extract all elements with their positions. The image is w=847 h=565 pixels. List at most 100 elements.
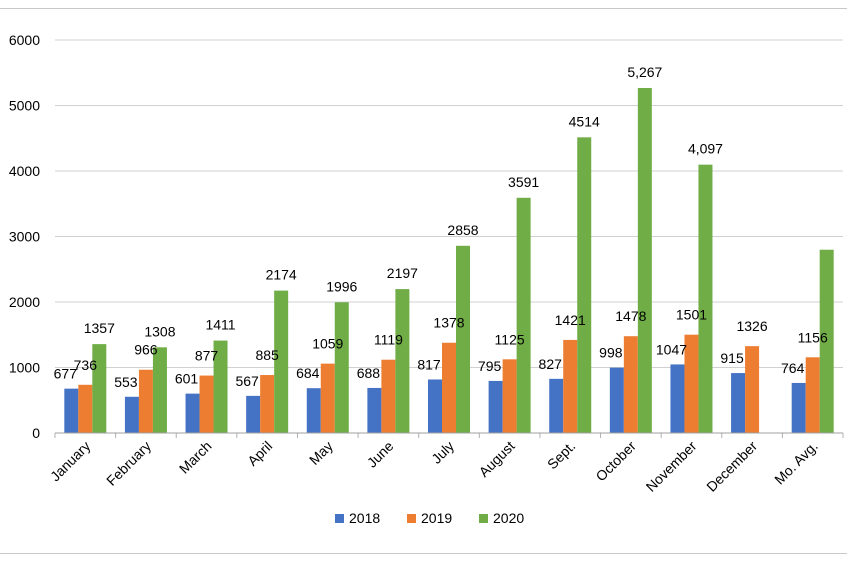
bar-2020-6 [456, 245, 470, 433]
data-label-2020-2: 1411 [205, 317, 235, 333]
data-label-2020-1: 1308 [144, 323, 175, 339]
data-label-2019-5: 1119 [374, 332, 403, 348]
bar-2019-0 [78, 384, 93, 433]
data-label-2020-10: 4,097 [688, 141, 723, 157]
x-tick-label: Sept. [544, 438, 578, 472]
y-tick-label: 2000 [9, 294, 40, 310]
bar-2018-2 [185, 393, 200, 433]
data-label-2020-9: 5,267 [627, 64, 662, 80]
bar-2020-7 [516, 197, 531, 433]
bar-2019-1 [138, 369, 153, 433]
legend: 2018 2019 2020 [335, 510, 524, 526]
data-label-2018-6: 817 [417, 356, 441, 372]
y-tick-label: 1000 [9, 360, 40, 376]
x-tick-label: April [244, 438, 275, 469]
data-label-2018-1: 553 [114, 374, 138, 390]
data-label-2018-10: 1047 [656, 341, 687, 357]
x-tick-label: July [428, 438, 457, 467]
x-tick-label: March [176, 438, 215, 477]
legend-swatch-2018 [335, 514, 344, 523]
bar-2019-3 [260, 375, 275, 433]
bar-2020-8 [577, 137, 592, 433]
bar-2020-12 [819, 249, 834, 433]
bar-2018-10 [670, 364, 685, 433]
legend-label-2020: 2020 [493, 510, 524, 526]
bar-2018-4 [306, 388, 321, 433]
bar-2019-2 [199, 375, 214, 433]
data-label-2019-12: 1156 [798, 329, 828, 345]
x-tick-label: August [476, 438, 518, 480]
bar-2019-9 [623, 336, 638, 433]
y-tick-label: 6000 [9, 32, 40, 48]
x-tick-label: May [306, 438, 336, 468]
bar-2020-4 [334, 302, 349, 433]
x-tick-label: October [592, 438, 639, 485]
y-tick-label: 0 [32, 425, 40, 441]
bar-2018-11 [731, 373, 746, 433]
data-label-2018-11: 915 [720, 350, 744, 366]
bar-2019-7 [502, 359, 517, 433]
data-label-2018-3: 567 [235, 373, 259, 389]
y-tick-label: 4000 [9, 163, 40, 179]
x-tick-label: November [643, 438, 700, 495]
x-axis [54, 432, 844, 438]
y-tick-label: 3000 [9, 229, 40, 245]
data-label-2019-8: 1421 [555, 312, 586, 328]
legend-swatch-2019 [407, 514, 416, 523]
bar-2020-5 [395, 289, 410, 433]
data-label-2018-9: 998 [599, 345, 623, 361]
bar-2019-5 [381, 359, 396, 433]
data-label-2018-12: 764 [781, 360, 805, 376]
data-label-2018-0: 677 [54, 366, 78, 382]
bar-2018-0 [64, 388, 79, 433]
data-label-2018-5: 688 [357, 365, 381, 381]
y-axis-ticks: 0 1000 2000 3000 4000 5000 6000 [9, 32, 40, 441]
data-label-2018-2: 601 [175, 371, 199, 387]
bar-2018-7 [488, 380, 503, 433]
legend-label-2019: 2019 [421, 510, 452, 526]
data-label-2019-10: 1501 [676, 307, 707, 323]
data-label-2018-4: 684 [296, 365, 320, 381]
data-label-2020-7: 3591 [508, 174, 539, 190]
data-label-2020-4: 1996 [326, 278, 357, 294]
data-label-2019-2: 877 [195, 348, 219, 364]
bar-2018-5 [367, 387, 382, 433]
data-label-2019-9: 1478 [615, 308, 646, 324]
data-label-2018-7: 795 [478, 358, 502, 374]
bar-2020-10 [698, 164, 713, 434]
bar-2018-1 [124, 396, 139, 433]
bar-2019-8 [563, 339, 578, 433]
data-label-2019-4: 1059 [312, 336, 343, 352]
x-tick-label: Mo. Avg. [771, 438, 821, 488]
data-label-2019-11: 1326 [736, 318, 767, 334]
bar-2020-1 [152, 347, 167, 433]
bar-2018-9 [609, 367, 624, 433]
x-axis-ticks: January February March April May June July Augu… [47, 438, 821, 495]
x-tick-label: January [47, 438, 94, 485]
bar-2019-4 [320, 363, 335, 433]
top-divider [0, 8, 847, 9]
data-label-2019-0: 736 [74, 357, 98, 373]
legend-label-2018: 2018 [349, 510, 380, 526]
bar-2019-6 [442, 342, 456, 433]
x-tick-label: December [703, 438, 760, 495]
data-label-2020-0: 1357 [84, 320, 115, 336]
legend-swatch-2020 [479, 514, 488, 523]
bottom-divider [0, 553, 847, 554]
data-label-2018-8: 827 [539, 356, 563, 372]
bar-2020-2 [213, 340, 228, 433]
data-label-2019-7: 1125 [495, 331, 525, 347]
bar-2020-0 [92, 344, 107, 433]
x-tick-label: June [364, 438, 397, 471]
data-label-2020-8: 4514 [569, 113, 600, 129]
y-tick-label: 5000 [9, 98, 40, 114]
data-label-2019-6: 1378 [433, 315, 464, 331]
data-label-2019-3: 885 [255, 347, 279, 363]
data-label-2019-1: 966 [134, 342, 158, 358]
bar-2020-3 [274, 290, 289, 433]
data-label-2020-5: 2197 [387, 265, 418, 281]
bar-2020-9 [637, 88, 652, 433]
bars [64, 88, 834, 434]
bar-2018-8 [549, 378, 564, 433]
